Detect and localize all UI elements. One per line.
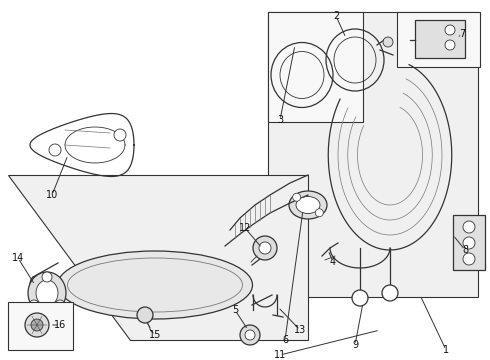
Bar (268, 12, 478, 297)
Bar (453, 215, 485, 270)
Text: 3: 3 (277, 115, 283, 125)
Circle shape (114, 129, 126, 141)
Circle shape (240, 325, 260, 345)
Circle shape (463, 237, 475, 249)
Circle shape (49, 144, 61, 156)
Bar (268, 12, 363, 122)
Circle shape (253, 236, 277, 260)
Text: 13: 13 (294, 325, 306, 335)
Circle shape (383, 37, 393, 47)
Circle shape (29, 300, 39, 310)
Text: 1: 1 (443, 345, 449, 355)
Circle shape (259, 242, 271, 254)
Text: 2: 2 (333, 11, 339, 21)
Circle shape (382, 285, 398, 301)
Ellipse shape (28, 272, 66, 314)
Ellipse shape (57, 251, 252, 319)
Circle shape (42, 272, 52, 282)
Text: 16: 16 (54, 320, 66, 330)
Circle shape (315, 209, 323, 217)
Circle shape (463, 253, 475, 265)
Text: 15: 15 (149, 330, 161, 340)
Text: 11: 11 (274, 350, 286, 360)
Circle shape (445, 40, 455, 50)
Text: 4: 4 (330, 257, 336, 267)
Text: 14: 14 (12, 253, 24, 263)
Bar (415, 20, 465, 58)
Polygon shape (8, 175, 308, 340)
Bar (8, 302, 73, 350)
Text: 7: 7 (459, 29, 465, 39)
Ellipse shape (289, 191, 327, 219)
Bar (397, 12, 480, 67)
Text: 6: 6 (282, 335, 288, 345)
Circle shape (463, 221, 475, 233)
Ellipse shape (30, 277, 38, 293)
Text: 10: 10 (46, 190, 58, 200)
Circle shape (445, 25, 455, 35)
Text: 9: 9 (352, 340, 358, 350)
Text: 8: 8 (462, 245, 468, 255)
Circle shape (352, 290, 368, 306)
Circle shape (31, 319, 43, 331)
Circle shape (293, 193, 301, 201)
Circle shape (55, 300, 65, 310)
Ellipse shape (296, 197, 320, 213)
Ellipse shape (36, 280, 58, 306)
Circle shape (245, 330, 255, 340)
Text: 12: 12 (239, 223, 251, 233)
Circle shape (25, 313, 49, 337)
Circle shape (137, 307, 153, 323)
Text: 5: 5 (232, 305, 238, 315)
